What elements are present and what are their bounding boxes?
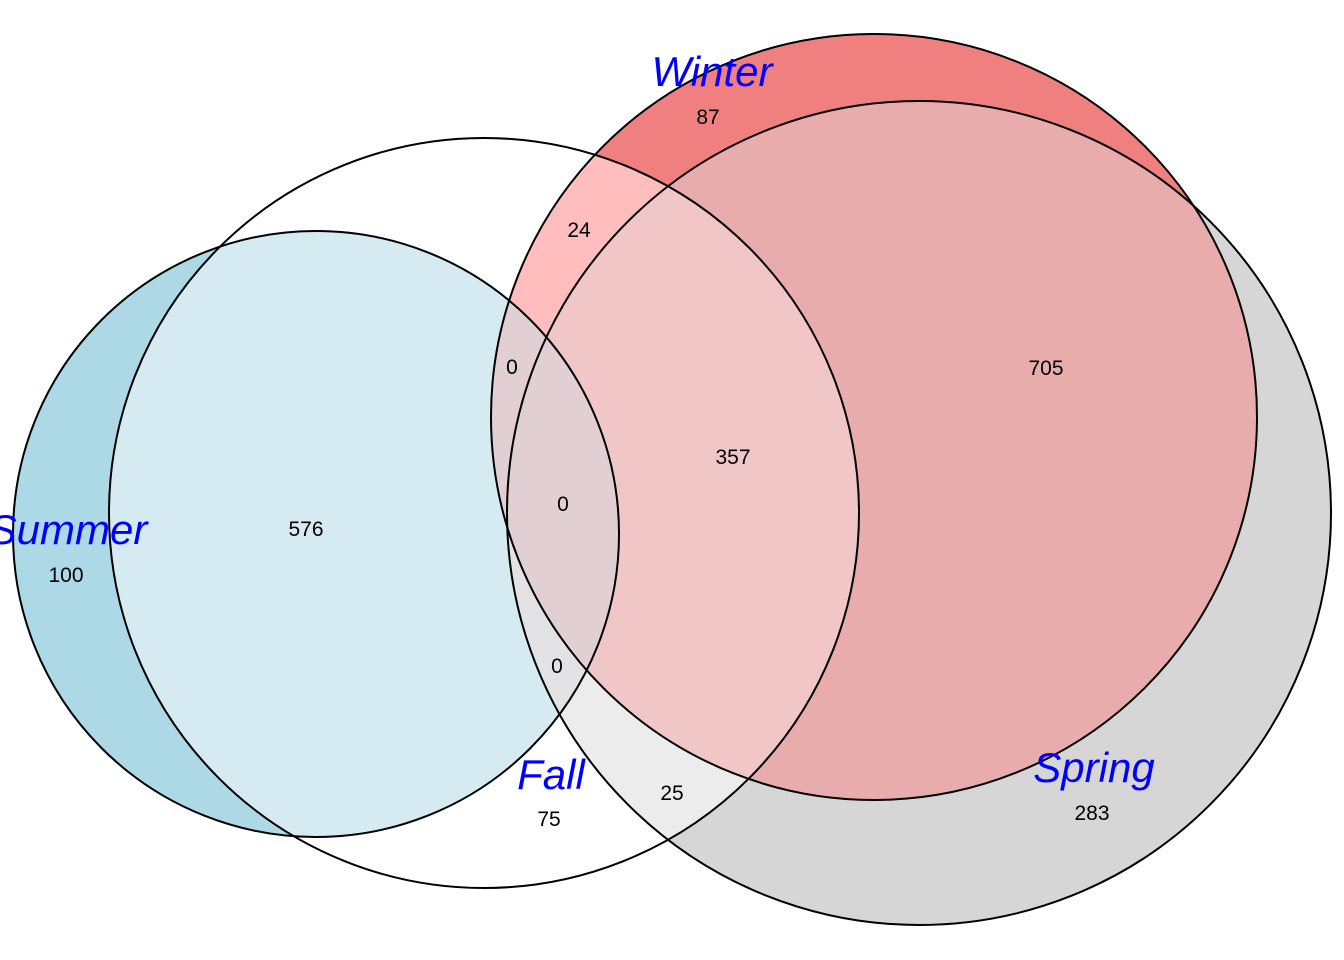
count-summer-only: 100	[48, 564, 83, 587]
summer-label: Summer	[0, 506, 149, 553]
summer-fall-overlap	[109, 231, 619, 837]
fall-winter-spring-overlap	[507, 138, 859, 800]
count-winter-spring: 705	[1028, 357, 1063, 380]
spring-label: Spring	[1033, 744, 1154, 791]
count-spring-only: 283	[1074, 802, 1109, 825]
winter-outline	[490, 33, 1258, 801]
count-summer-fall: 576	[288, 518, 323, 541]
fall-label: Fall	[517, 751, 586, 798]
count-all-four: 0	[557, 493, 569, 516]
fall-outline	[108, 137, 860, 889]
count-summer-fall-spring: 0	[551, 655, 563, 678]
winter-label: Winter	[652, 48, 775, 95]
count-winter-fall-spring: 357	[715, 446, 750, 469]
count-winter-only: 87	[696, 106, 719, 129]
count-winter-summer-fall: 0	[506, 356, 518, 379]
count-fall-spring: 25	[660, 782, 683, 805]
spring-outline	[506, 100, 1332, 926]
summer-outline	[12, 230, 620, 838]
count-winter-fall: 24	[567, 219, 591, 242]
count-fall-only: 75	[537, 808, 560, 831]
